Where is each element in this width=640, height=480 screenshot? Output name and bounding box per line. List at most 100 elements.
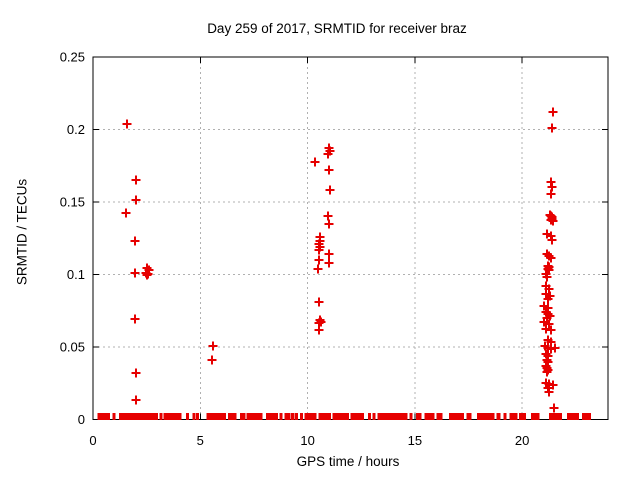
baseline-marker-segment xyxy=(372,412,376,420)
data-point-marker xyxy=(314,297,324,307)
data-point-marker xyxy=(310,157,320,167)
baseline-marker-segment xyxy=(377,412,408,420)
y-tick-label: 0.05 xyxy=(60,340,85,355)
data-point-marker xyxy=(131,195,141,205)
baseline-marker-segment xyxy=(290,412,294,420)
data-point-marker xyxy=(324,165,334,175)
baseline-marker-segment xyxy=(519,412,527,420)
data-point-marker xyxy=(549,403,559,413)
data-point-marker xyxy=(324,249,334,259)
baseline-marker-segment xyxy=(304,412,317,420)
baseline-marker-segment xyxy=(530,412,540,420)
data-point-marker xyxy=(548,107,558,117)
baseline-marker-segment xyxy=(192,412,196,420)
data-point-marker xyxy=(550,343,560,353)
baseline-marker-segment xyxy=(436,412,440,420)
data-points xyxy=(121,107,560,413)
data-point-marker xyxy=(546,253,556,263)
data-point-marker xyxy=(324,258,334,268)
data-point-marker xyxy=(314,255,324,265)
baseline-marker-segment xyxy=(186,412,190,420)
data-point-marker xyxy=(122,119,132,129)
data-point-marker xyxy=(324,219,334,229)
baseline-marker-segment xyxy=(332,412,350,420)
x-tick-label: 0 xyxy=(89,433,96,448)
baseline-marker-segment xyxy=(196,412,199,420)
baseline-marker-segment xyxy=(119,412,158,420)
baseline-marker-segment xyxy=(246,412,263,420)
x-tick-label: 5 xyxy=(197,433,204,448)
baseline-marker-segment xyxy=(449,412,465,420)
baseline-marker-segment xyxy=(424,412,435,420)
baseline-marker-segment xyxy=(112,412,116,420)
data-point-marker xyxy=(207,355,217,365)
tick-marks xyxy=(92,56,608,420)
baseline-marker-segment xyxy=(318,412,332,420)
data-point-marker xyxy=(130,314,140,324)
baseline-marker-segment xyxy=(350,412,364,420)
baseline-marker-segment xyxy=(266,412,278,420)
baseline-marker-segment xyxy=(466,412,470,420)
tick-labels: 0 5 10 15 20 0 0.05 0.1 0.15 0.2 0.25 xyxy=(60,50,530,449)
baseline-marker-segment xyxy=(163,412,182,420)
data-point-marker xyxy=(544,387,554,397)
baseline-marker-segment xyxy=(581,412,591,420)
data-point-marker xyxy=(313,264,323,274)
baseline-band xyxy=(97,412,591,420)
plot-border xyxy=(92,56,609,420)
data-point-marker xyxy=(547,123,557,133)
data-point-marker xyxy=(547,235,557,245)
data-point-marker xyxy=(314,325,324,335)
data-point-marker xyxy=(546,325,556,335)
baseline-marker-segment xyxy=(567,412,579,420)
data-point-marker xyxy=(544,319,554,329)
baseline-marker-segment xyxy=(279,412,283,420)
data-point-marker xyxy=(539,317,549,327)
data-point-marker xyxy=(314,245,324,255)
data-point-marker xyxy=(144,265,154,275)
data-point-marker xyxy=(130,268,140,278)
baseline-marker-segment xyxy=(549,412,563,420)
x-tick-label: 10 xyxy=(300,433,314,448)
baseline-marker-segment xyxy=(368,412,372,420)
baseline-marker-segment xyxy=(503,412,507,420)
baseline-marker-segment xyxy=(477,412,495,420)
data-point-marker xyxy=(121,208,131,218)
baseline-marker-segment xyxy=(97,412,111,420)
y-tick-label: 0.2 xyxy=(67,122,85,137)
baseline-marker-segment xyxy=(294,412,298,420)
data-point-marker xyxy=(548,380,558,390)
baseline-marker-segment xyxy=(468,412,472,420)
baseline-marker-segment xyxy=(409,412,413,420)
x-tick-label: 15 xyxy=(408,433,422,448)
data-point-marker xyxy=(131,395,141,405)
baseline-marker-segment xyxy=(439,412,443,420)
data-point-marker xyxy=(323,211,333,221)
baseline-marker-segment xyxy=(287,412,291,420)
data-point-marker xyxy=(130,236,140,246)
baseline-marker-segment xyxy=(496,412,501,420)
data-point-marker xyxy=(542,367,552,377)
y-tick-label: 0 xyxy=(78,412,85,427)
data-point-marker xyxy=(543,294,553,304)
data-point-marker xyxy=(542,272,552,282)
y-tick-label: 0.1 xyxy=(67,267,85,282)
baseline-marker-segment xyxy=(206,412,226,420)
data-point-marker xyxy=(208,341,218,351)
y-tick-label: 0.15 xyxy=(60,195,85,210)
baseline-marker-segment xyxy=(284,412,288,420)
y-tick-label: 0.25 xyxy=(60,50,85,65)
baseline-marker-segment xyxy=(159,412,163,420)
data-point-marker xyxy=(548,216,558,226)
baseline-marker-segment xyxy=(239,412,246,420)
baseline-marker-segment xyxy=(228,412,237,420)
data-point-marker xyxy=(131,368,141,378)
x-axis-label: GPS time / hours xyxy=(296,454,400,469)
x-tick-label: 20 xyxy=(515,433,529,448)
data-point-marker xyxy=(323,149,333,159)
baseline-marker-segment xyxy=(416,412,422,420)
gridlines xyxy=(93,57,608,420)
baseline-marker-segment xyxy=(509,412,518,420)
